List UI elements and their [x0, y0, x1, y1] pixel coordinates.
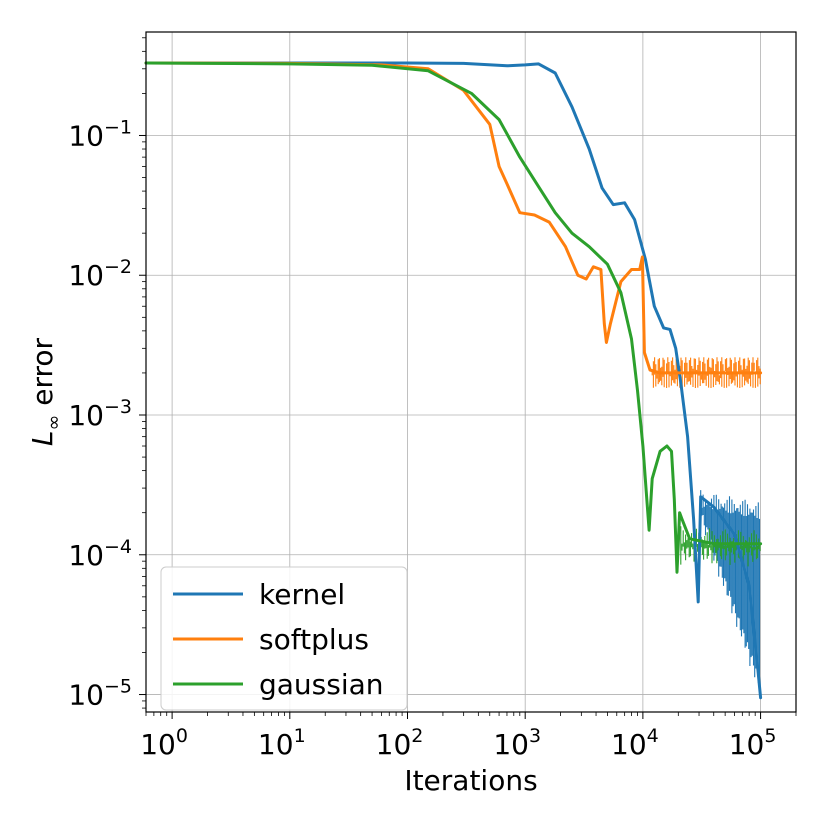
y-axis-title: L∞ error	[26, 337, 65, 446]
grid-lines	[146, 32, 796, 712]
y-tick-label: 10−2	[68, 256, 132, 292]
x-tick-base: 10	[140, 728, 176, 761]
y-tick-exponent: −1	[104, 116, 132, 138]
series-line-kernel	[144, 61, 763, 700]
x-tick-label: 105	[729, 725, 777, 761]
y-tick-exponent: −3	[104, 396, 132, 418]
x-tick-label: 101	[258, 725, 306, 761]
x-tick-label: 104	[611, 725, 659, 761]
series-line-gaussian	[144, 61, 763, 574]
x-tick-exponent: 5	[764, 725, 776, 747]
series-lines	[144, 61, 763, 700]
x-tick-exponent: 4	[647, 725, 659, 747]
y-tick-base: 10	[68, 399, 104, 432]
y-tick-exponent: −5	[104, 676, 132, 698]
legend-label-gaussian: gaussian	[259, 668, 384, 701]
y-axis-symbol: L	[26, 430, 59, 446]
y-tick-base: 10	[68, 119, 104, 152]
x-tick-exponent: 3	[529, 725, 541, 747]
y-tick-base: 10	[68, 539, 104, 572]
legend: kernel softplus gaussian	[160, 566, 408, 711]
x-tick-label: 100	[140, 725, 188, 761]
x-tick-exponent: 0	[176, 725, 188, 747]
x-tick-base: 10	[493, 728, 529, 761]
y-tick-exponent: −4	[104, 536, 132, 558]
y-axis-label-text: error	[26, 337, 59, 405]
legend-label-kernel: kernel	[259, 578, 345, 611]
plot-frame	[145, 31, 797, 713]
x-tick-base: 10	[729, 728, 765, 761]
y-tick-exponent: −2	[104, 256, 132, 278]
series-line-softplus	[144, 61, 763, 375]
y-tick-base: 10	[68, 679, 104, 712]
x-tick-base: 10	[258, 728, 294, 761]
x-tick-exponent: 1	[294, 725, 306, 747]
y-tick-label: 10−5	[68, 676, 132, 712]
legend-box	[160, 566, 408, 711]
y-axis-subscript: ∞	[43, 415, 65, 431]
y-axis-label	[26, 406, 59, 415]
x-tick-label: 102	[376, 725, 424, 761]
x-tick-label: 103	[493, 725, 541, 761]
x-tick-base: 10	[376, 728, 412, 761]
y-tick-label: 10−1	[68, 116, 132, 152]
x-tick-exponent: 2	[411, 725, 423, 747]
y-tick-label: 10−3	[68, 396, 132, 432]
y-tick-label: 10−4	[68, 536, 132, 572]
x-tick-base: 10	[611, 728, 647, 761]
x-axis-title: Iterations	[404, 764, 537, 797]
legend-label-softplus: softplus	[259, 623, 369, 656]
y-tick-base: 10	[68, 259, 104, 292]
